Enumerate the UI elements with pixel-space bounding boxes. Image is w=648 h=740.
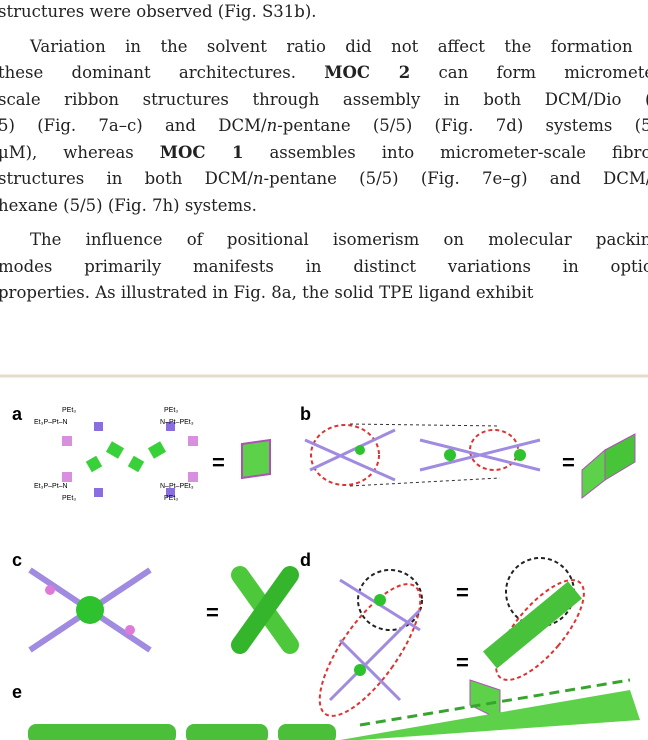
- chem-label: PEt₃: [164, 495, 178, 502]
- chem-label: PEt₃: [164, 407, 178, 414]
- chem-label: PEt₃: [62, 495, 76, 502]
- figure: a b c d e = = = = = PEt₃ Et₃P–Pt–N PEt₃ N–Pt–PEt₃ Et₃P…: [0, 0, 648, 740]
- chem-label: N–Pt–PEt₃: [160, 483, 194, 490]
- chem-label: Et₃P–Pt–N: [34, 419, 68, 426]
- panel-e-art: [28, 680, 640, 740]
- panel-label: e: [12, 682, 22, 702]
- equals-sign: =: [212, 450, 225, 475]
- panel-c-art: [30, 570, 290, 650]
- chem-label: Et₃P–Pt–N: [34, 483, 68, 490]
- panel-b-art: [305, 424, 635, 498]
- panel-label: d: [300, 550, 311, 570]
- panel-label: c: [12, 550, 22, 570]
- panel-label: b: [300, 404, 311, 424]
- equals-sign: =: [562, 450, 575, 475]
- equals-sign: =: [456, 580, 469, 605]
- equals-sign: =: [206, 600, 219, 625]
- panel-label: a: [12, 404, 23, 424]
- page: structures were observed (Fig. S31b).Var…: [0, 0, 648, 740]
- chem-label: PEt₃: [62, 407, 76, 414]
- equals-sign: =: [456, 650, 469, 675]
- chem-label: N–Pt–PEt₃: [160, 419, 194, 426]
